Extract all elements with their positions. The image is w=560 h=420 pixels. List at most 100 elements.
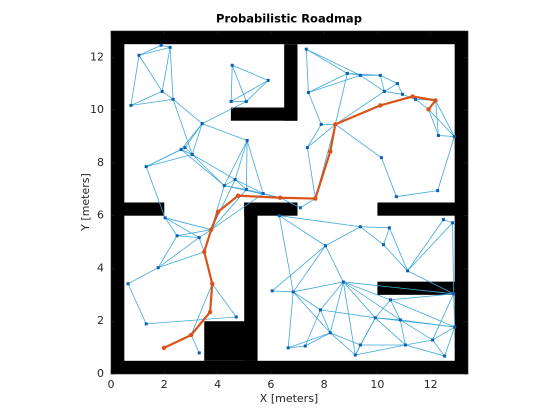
roadmap-edge xyxy=(400,319,433,341)
roadmap-node xyxy=(379,156,383,160)
y-tick-label: 8 xyxy=(97,156,104,169)
roadmap-node xyxy=(452,292,456,296)
roadmap-edge xyxy=(307,124,322,148)
y-tick-label: 0 xyxy=(97,367,104,380)
roadmap-edge xyxy=(232,64,269,81)
roadmap-node xyxy=(453,325,457,329)
roadmap-node xyxy=(443,354,447,358)
roadmap-edge xyxy=(397,83,403,95)
x-tick-label: 6 xyxy=(267,378,274,391)
obstacle xyxy=(111,31,468,45)
roadmap-edge xyxy=(278,215,294,293)
roadmap-node xyxy=(388,298,392,302)
y-tick-label: 10 xyxy=(90,103,104,116)
roadmap-edge xyxy=(381,157,397,197)
roadmap-edge xyxy=(271,245,326,292)
x-tick-label: 8 xyxy=(321,378,328,391)
roadmap-node xyxy=(291,290,295,294)
roadmap-edge xyxy=(201,101,247,124)
roadmap-edge xyxy=(343,281,376,319)
roadmap-edge xyxy=(190,334,200,354)
roadmap-edge xyxy=(405,339,433,346)
roadmap-node xyxy=(286,346,290,350)
path-point xyxy=(210,281,215,286)
roadmap-edge xyxy=(234,179,247,190)
roadmap-node xyxy=(394,195,398,199)
path-point xyxy=(328,149,333,154)
path-line xyxy=(163,95,437,349)
roadmap-edge xyxy=(305,332,331,347)
roadmap-node xyxy=(328,331,332,335)
roadmap-edge xyxy=(330,332,361,346)
roadmap-node xyxy=(319,122,323,126)
path-point xyxy=(161,345,167,351)
obstacle xyxy=(111,202,165,216)
roadmap-edge xyxy=(383,227,390,245)
roadmap-edge xyxy=(210,193,264,231)
roadmap-node xyxy=(168,45,172,49)
roadmap-node xyxy=(179,147,183,151)
roadmap-edge xyxy=(443,219,453,224)
roadmap-edge xyxy=(343,281,454,295)
roadmap-edge xyxy=(342,281,356,356)
roadmap-edge xyxy=(435,100,455,137)
roadmap-edge xyxy=(164,217,178,236)
roadmap-node xyxy=(345,71,349,75)
roadmap-edge xyxy=(375,317,406,346)
x-tick-label: 4 xyxy=(214,378,221,391)
roadmap-edge xyxy=(306,48,348,74)
roadmap-node xyxy=(358,225,362,229)
roadmap-edge xyxy=(438,135,455,137)
roadmap-node xyxy=(400,92,404,96)
roadmap-edge xyxy=(405,344,445,357)
roadmap-edge xyxy=(325,245,344,283)
roadmap-node xyxy=(197,351,201,355)
roadmap-edge xyxy=(146,316,237,325)
roadmap-edge xyxy=(211,283,237,318)
roadmap-node xyxy=(436,189,440,193)
obstacle xyxy=(111,360,468,374)
roadmap-edge xyxy=(308,92,322,125)
roadmap-node xyxy=(406,269,410,273)
roadmap-node xyxy=(341,280,345,284)
roadmap-edge xyxy=(157,237,200,268)
y-axis-label: Y [meters] xyxy=(79,173,92,232)
obstacle xyxy=(244,202,298,216)
roadmap-node xyxy=(261,192,265,196)
roadmap-edge xyxy=(343,281,401,321)
roadmap-node xyxy=(126,282,130,286)
roadmap-edge xyxy=(379,75,385,92)
roadmap-node xyxy=(197,236,201,240)
roadmap-edge xyxy=(288,345,306,349)
roadmap-node xyxy=(230,63,234,67)
roadmap-node xyxy=(160,89,164,93)
roadmap-node xyxy=(414,97,418,101)
roadmap-node xyxy=(183,146,187,150)
x-axis-label: X [meters] xyxy=(260,392,318,405)
roadmap-edge xyxy=(184,123,203,148)
roadmap-edge xyxy=(279,197,301,209)
roadmap-node xyxy=(304,47,308,51)
roadmap-edge xyxy=(343,281,391,301)
roadmap-edge xyxy=(306,48,361,76)
roadmap-node xyxy=(451,221,455,225)
chart-title: Probabilistic Roadmap xyxy=(216,12,362,26)
roadmap-node xyxy=(387,226,391,230)
roadmap-edge xyxy=(374,299,391,319)
roadmap-edge xyxy=(157,235,178,268)
roadmap-edge xyxy=(432,339,445,357)
roadmap-edge xyxy=(164,217,212,231)
roadmap-node xyxy=(245,138,249,142)
roadmap-node xyxy=(382,243,386,247)
roadmap-edge xyxy=(396,190,438,198)
roadmap-edge xyxy=(390,299,455,328)
roadmap-edge xyxy=(287,291,294,348)
roadmap-edge xyxy=(325,226,361,247)
roadmap-edge xyxy=(158,251,205,269)
roadmap-edge xyxy=(329,281,344,333)
roadmap-node xyxy=(156,266,160,270)
roadmap-edge xyxy=(390,299,401,321)
roadmap-edge xyxy=(246,140,264,194)
roadmap-edge xyxy=(355,344,406,356)
roadmap-edge xyxy=(415,99,429,110)
